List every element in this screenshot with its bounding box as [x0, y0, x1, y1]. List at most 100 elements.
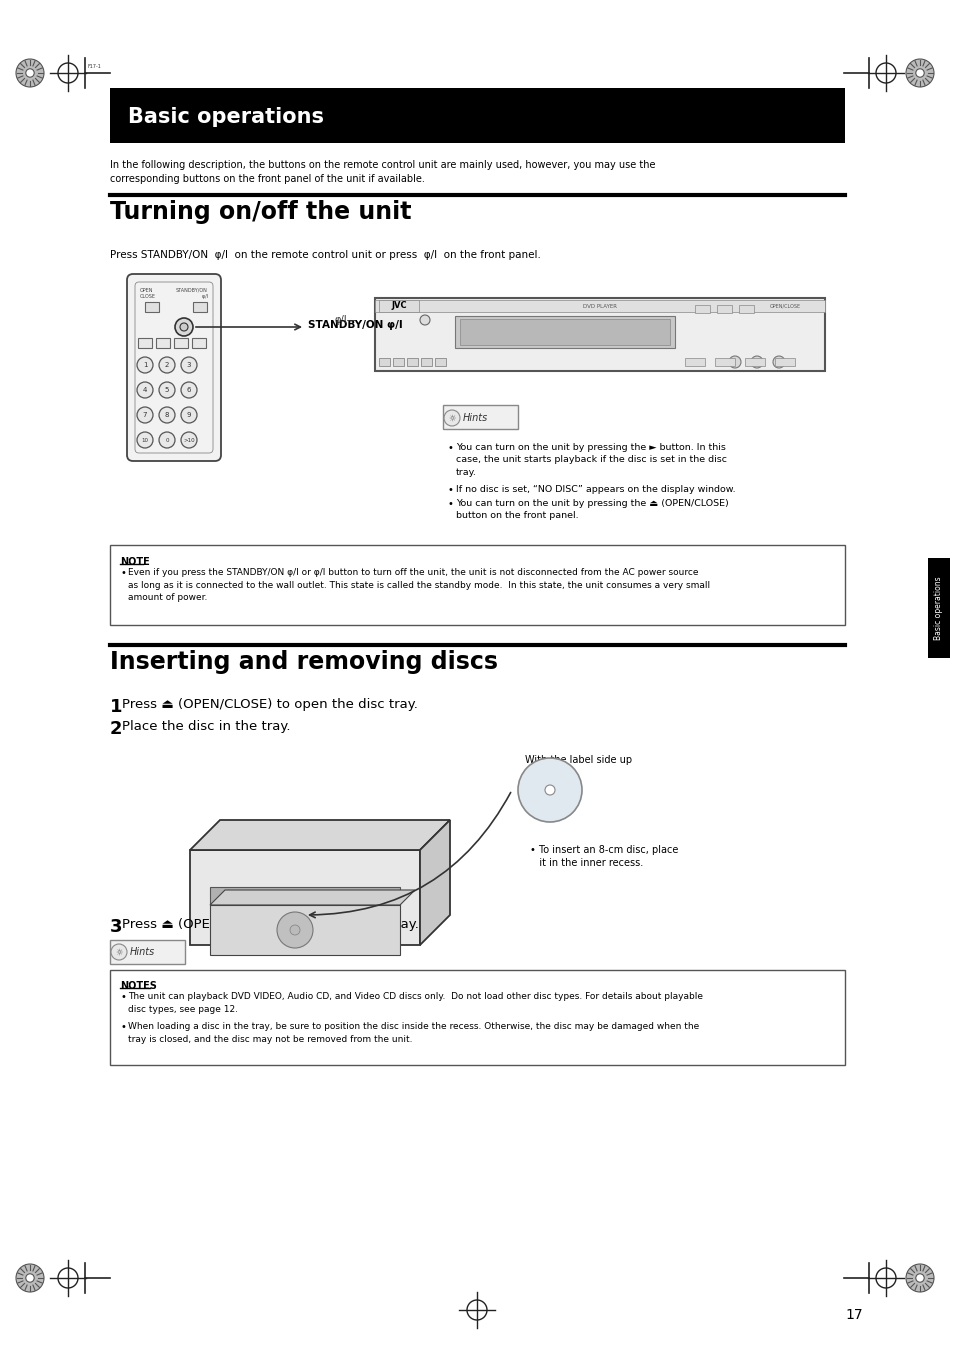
Text: NOTES: NOTES	[120, 981, 156, 992]
Text: 3: 3	[110, 917, 122, 936]
Circle shape	[905, 59, 933, 86]
FancyBboxPatch shape	[127, 274, 221, 461]
Circle shape	[26, 69, 34, 77]
Bar	[378, 358, 390, 366]
Bar	[156, 338, 170, 349]
Bar	[210, 888, 399, 905]
Text: Even if you press the STANDBY/ON φ/I or φ/I button to turn off the unit, the uni: Even if you press the STANDBY/ON φ/I or …	[128, 567, 709, 603]
Text: Hints: Hints	[130, 947, 155, 957]
Text: 7: 7	[143, 412, 147, 417]
Bar	[378, 300, 418, 312]
Text: JVC: JVC	[391, 301, 406, 311]
Polygon shape	[190, 850, 419, 944]
Circle shape	[137, 382, 152, 399]
Text: •: •	[120, 992, 126, 1002]
Text: OPEN/CLOSE: OPEN/CLOSE	[769, 304, 800, 308]
Circle shape	[181, 407, 196, 423]
Bar	[739, 305, 753, 313]
Circle shape	[137, 432, 152, 449]
Text: 0: 0	[165, 438, 169, 443]
Bar	[110, 970, 844, 1065]
Text: STANDBY/ON φ/I: STANDBY/ON φ/I	[308, 320, 402, 330]
Bar	[744, 358, 764, 366]
Circle shape	[419, 315, 430, 326]
Circle shape	[443, 409, 459, 426]
Circle shape	[181, 357, 196, 373]
Text: 3: 3	[187, 362, 191, 367]
Text: 5: 5	[165, 386, 169, 393]
Bar	[435, 358, 446, 366]
Text: ☼: ☼	[448, 413, 456, 423]
Bar	[110, 88, 844, 143]
Text: Basic operations: Basic operations	[128, 107, 324, 127]
Text: 1: 1	[110, 698, 122, 716]
Bar	[173, 338, 188, 349]
Text: You can turn on the unit by pressing the ⏏ (OPEN/CLOSE)
button on the front pane: You can turn on the unit by pressing the…	[456, 499, 728, 520]
Text: D
PHONC: D PHONC	[156, 342, 169, 350]
Circle shape	[772, 357, 784, 367]
Text: 8: 8	[165, 412, 169, 417]
Text: it in the inner recess.: it in the inner recess.	[530, 858, 642, 867]
Text: You can turn on the unit by pressing the ► button. In this
case, the unit starts: You can turn on the unit by pressing the…	[456, 443, 726, 477]
FancyBboxPatch shape	[375, 299, 824, 372]
Bar	[193, 303, 207, 312]
Bar	[714, 358, 734, 366]
Text: Place the disc in the tray.: Place the disc in the tray.	[122, 720, 291, 734]
Text: STANDBY/ON
  φ/I: STANDBY/ON φ/I	[176, 288, 208, 299]
Bar	[927, 558, 949, 658]
Text: DVD PLAYER: DVD PLAYER	[582, 304, 617, 308]
Text: The unit can playback DVD VIDEO, Audio CD, and Video CD discs only.  Do not load: The unit can playback DVD VIDEO, Audio C…	[128, 992, 702, 1013]
Bar	[192, 338, 206, 349]
Circle shape	[276, 912, 313, 948]
Polygon shape	[210, 905, 399, 955]
Circle shape	[517, 758, 581, 821]
Text: With the label side up: With the label side up	[524, 755, 632, 765]
Circle shape	[544, 785, 555, 794]
Text: NOTE: NOTE	[120, 557, 150, 567]
Circle shape	[137, 357, 152, 373]
Text: Inserting and removing discs: Inserting and removing discs	[110, 650, 497, 674]
Circle shape	[26, 1274, 34, 1282]
Circle shape	[159, 357, 174, 373]
Circle shape	[111, 944, 127, 961]
Text: ☼: ☼	[115, 947, 123, 957]
Polygon shape	[419, 820, 450, 944]
Text: Press ⏏ (OPEN/CLOSE) to open the disc tray.: Press ⏏ (OPEN/CLOSE) to open the disc tr…	[122, 698, 417, 711]
Circle shape	[915, 1274, 923, 1282]
Text: 1: 1	[143, 362, 147, 367]
Text: Basic operations: Basic operations	[934, 576, 943, 640]
Text: •: •	[120, 567, 126, 578]
Circle shape	[137, 407, 152, 423]
Circle shape	[16, 1265, 44, 1292]
Text: 2: 2	[110, 720, 122, 738]
Circle shape	[728, 357, 740, 367]
Text: φ/I—: φ/I—	[335, 315, 357, 326]
Bar	[375, 300, 824, 312]
Bar	[110, 544, 844, 626]
Text: 2: 2	[165, 362, 169, 367]
Circle shape	[159, 382, 174, 399]
FancyBboxPatch shape	[110, 940, 185, 965]
Bar	[455, 316, 675, 349]
Text: • If you press ⏏ (OPEN/CLOSE) during playback, the unit stops playback and opens: • If you press ⏏ (OPEN/CLOSE) during pla…	[110, 975, 561, 986]
Text: PLAY
MODE: PLAY MODE	[139, 342, 151, 350]
Circle shape	[16, 59, 44, 86]
Circle shape	[290, 925, 299, 935]
Text: When loading a disc in the tray, be sure to position the disc inside the recess.: When loading a disc in the tray, be sure…	[128, 1021, 699, 1043]
Bar	[695, 305, 709, 313]
Text: Press ⏏ (OPEN/CLOSE) to close the disc tray.: Press ⏏ (OPEN/CLOSE) to close the disc t…	[122, 917, 418, 931]
Text: In the following description, the buttons on the remote control unit are mainly : In the following description, the button…	[110, 159, 655, 184]
Text: Hints: Hints	[462, 413, 488, 423]
Text: RETURN: RETURN	[192, 342, 206, 346]
Circle shape	[174, 317, 193, 336]
FancyBboxPatch shape	[442, 405, 517, 430]
Text: • To insert an 8-cm disc, place: • To insert an 8-cm disc, place	[530, 844, 678, 855]
Circle shape	[159, 407, 174, 423]
Text: •: •	[448, 499, 454, 509]
Circle shape	[181, 382, 196, 399]
Bar	[145, 303, 159, 312]
Bar	[459, 319, 669, 345]
Text: •: •	[120, 1021, 126, 1032]
Text: 6: 6	[187, 386, 191, 393]
Circle shape	[180, 323, 188, 331]
